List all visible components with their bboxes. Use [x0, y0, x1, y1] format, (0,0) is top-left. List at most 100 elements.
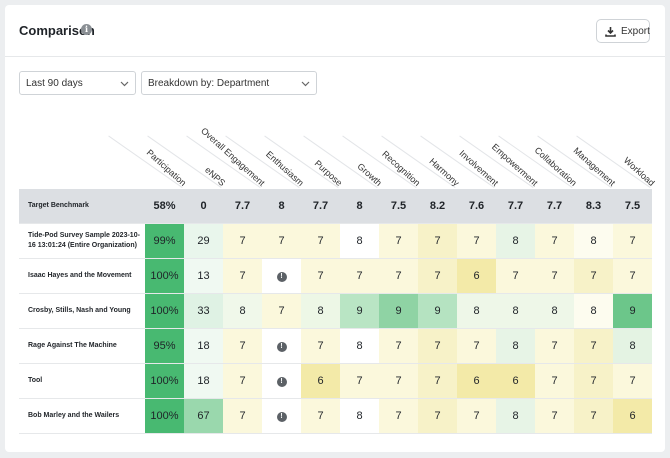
export-button[interactable]: Export [596, 19, 650, 43]
score-cell: 8 [457, 293, 496, 329]
score-cell: 13 [184, 258, 223, 294]
score-cell: 7 [535, 223, 574, 259]
score-cell: 7 [379, 363, 418, 399]
score-cell: 18 [184, 363, 223, 399]
row-label: Isaac Hayes and the Movement [19, 258, 145, 294]
score-cell: 7 [223, 258, 262, 294]
score-cell: 100% [145, 258, 184, 294]
score-cell: 8 [496, 398, 535, 434]
score-cell: 8.2 [418, 189, 457, 224]
score-cell: 95% [145, 328, 184, 364]
score-cell: 100% [145, 293, 184, 329]
warning-icon[interactable]: ! [276, 272, 287, 282]
score-cell: 8 [613, 328, 652, 364]
score-cell: 7 [340, 363, 379, 399]
warning-cell: ! [262, 328, 301, 364]
table-row: Bob Marley and the Wailers 100% 67 7! 7 8 7 7 7 8… [19, 398, 652, 434]
score-cell: 7 [223, 363, 262, 399]
warning-cell: ! [262, 398, 301, 434]
score-cell: 8 [496, 293, 535, 329]
score-cell: 8 [223, 293, 262, 329]
score-cell: 7 [613, 363, 652, 399]
score-cell: 99% [145, 223, 184, 259]
score-cell: 67 [184, 398, 223, 434]
score-cell: 6 [496, 363, 535, 399]
score-cell: 8 [340, 398, 379, 434]
score-cell: 6 [457, 363, 496, 399]
export-label: Export [621, 26, 650, 37]
warning-icon[interactable]: ! [276, 412, 287, 422]
row-label: Tide-Pod Survey Sample 2023-10-16 13:01:… [19, 223, 145, 259]
score-cell: 7.7 [301, 189, 340, 224]
score-cell: 7 [301, 328, 340, 364]
score-cell: 7 [574, 258, 613, 294]
score-cell: 8 [496, 328, 535, 364]
table-row: Tide-Pod Survey Sample 2023-10-16 13:01:… [19, 223, 652, 259]
score-cell: 29 [184, 223, 223, 259]
table-row: Crosby, Stills, Nash and Young 100% 33 8 7 8 9… [19, 293, 652, 329]
breakdown-value: Breakdown by: Department [148, 78, 270, 89]
score-cell: 8 [574, 223, 613, 259]
score-cell: 7 [301, 223, 340, 259]
score-cell: 7 [535, 398, 574, 434]
score-cell: 7 [379, 398, 418, 434]
score-cell: 7 [574, 328, 613, 364]
score-cell: 7 [301, 258, 340, 294]
chevron-down-icon [301, 81, 310, 87]
score-cell: 7 [262, 293, 301, 329]
score-cell: 8 [340, 189, 379, 224]
breakdown-select[interactable]: Breakdown by: Department [141, 71, 317, 95]
info-icon[interactable]: i [81, 24, 92, 35]
row-label: Target Benchmark [19, 189, 145, 224]
score-cell: 7 [340, 258, 379, 294]
warning-icon[interactable]: ! [276, 377, 287, 387]
column-header-label: Recognition [380, 148, 423, 188]
card-header: Comparison i Export [5, 5, 665, 57]
score-cell: 7 [379, 223, 418, 259]
score-cell: 8 [262, 189, 301, 224]
score-cell: 7.6 [457, 189, 496, 224]
score-cell: 33 [184, 293, 223, 329]
score-cell: 7 [418, 363, 457, 399]
score-cell: 7 [223, 223, 262, 259]
column-headers: Participation eNPS Overall Engagement Enthu… [5, 100, 665, 190]
warning-icon[interactable]: ! [276, 342, 287, 352]
warning-cell: ! [262, 258, 301, 294]
score-cell: 7 [535, 328, 574, 364]
score-cell: 7.5 [613, 189, 652, 224]
score-cell: 8 [340, 328, 379, 364]
column-divider [108, 135, 183, 188]
row-label: Rage Against The Machine [19, 328, 145, 364]
score-cell: 8 [301, 293, 340, 329]
comparison-card: Comparison i Export Last 90 days Breakdo… [5, 5, 665, 452]
score-cell: 7 [223, 398, 262, 434]
score-cell: 18 [184, 328, 223, 364]
score-cell: 7.5 [379, 189, 418, 224]
benchmark-row: Target Benchmark 58% 0 7.7 8 7.7 8 7.5 8.2 7.6 7.7… [19, 189, 652, 224]
score-cell: 7 [262, 223, 301, 259]
row-label: Tool [19, 363, 145, 399]
score-cell: 7 [535, 363, 574, 399]
table-row: Rage Against The Machine 95% 18 7! 7 8 7 7 7 8 7 7 8 [19, 328, 652, 364]
date-range-select[interactable]: Last 90 days [19, 71, 136, 95]
score-cell: 7 [457, 328, 496, 364]
score-cell: 0 [184, 189, 223, 224]
score-cell: 7 [613, 223, 652, 259]
score-cell: 7 [418, 398, 457, 434]
column-header-label: Participation [145, 147, 189, 188]
column-header-label: Involvement [457, 148, 501, 188]
score-cell: 7.7 [496, 189, 535, 224]
score-cell: 8 [574, 293, 613, 329]
score-cell: 7.7 [535, 189, 574, 224]
score-cell: 7 [457, 398, 496, 434]
page-title: Comparison [19, 23, 95, 38]
score-cell: 7 [535, 258, 574, 294]
row-label: Crosby, Stills, Nash and Young [19, 293, 145, 329]
score-cell: 9 [613, 293, 652, 329]
score-cell: 7 [574, 363, 613, 399]
date-range-value: Last 90 days [26, 78, 83, 89]
score-cell: 7 [457, 223, 496, 259]
score-cell: 9 [418, 293, 457, 329]
score-cell: 6 [301, 363, 340, 399]
score-cell: 6 [613, 398, 652, 434]
